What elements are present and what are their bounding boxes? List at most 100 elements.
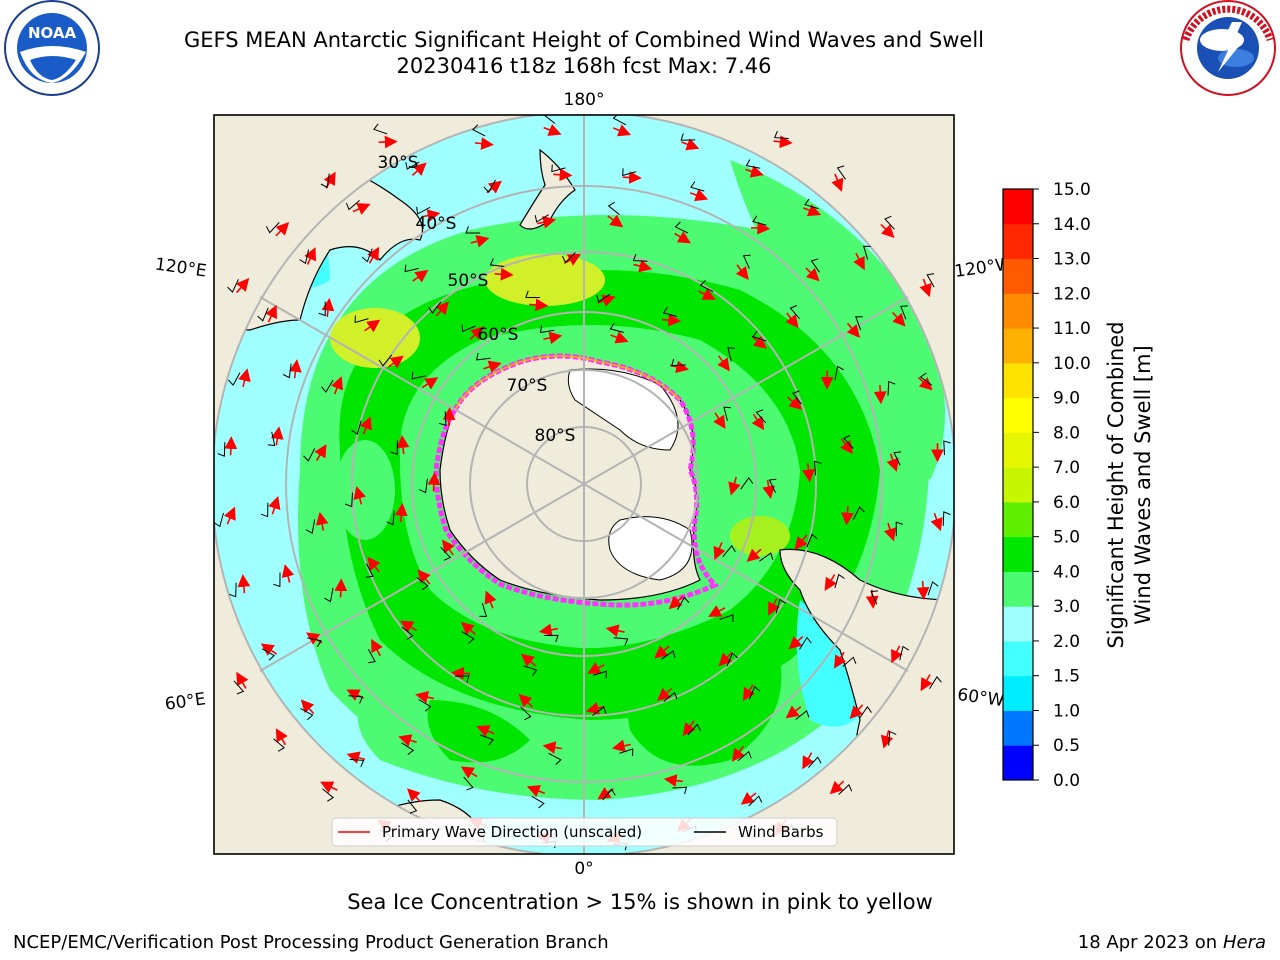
wave-arrow bbox=[731, 745, 745, 762]
wave-arrow bbox=[891, 311, 906, 327]
wind-barb bbox=[390, 440, 398, 456]
wind-barb bbox=[345, 200, 360, 211]
colorbar-tick-label: 11.0 bbox=[1053, 319, 1091, 339]
wave-arrow bbox=[751, 221, 771, 235]
wave-arrow bbox=[713, 542, 726, 561]
credit-right: 18 Apr 2023 on Hera bbox=[1078, 932, 1266, 953]
wind-barb bbox=[808, 756, 822, 768]
lat-label-80s: 80°S bbox=[535, 426, 576, 446]
wind-barb bbox=[300, 707, 314, 721]
wind-barb bbox=[592, 706, 607, 716]
sea-ice-note: Sea Ice Concentration > 15% is shown in … bbox=[347, 890, 933, 914]
wave-arrow bbox=[751, 335, 767, 349]
wave-arrow bbox=[883, 522, 897, 542]
wind-barb bbox=[607, 201, 620, 216]
wind-barb bbox=[282, 363, 292, 379]
wind-barb bbox=[888, 730, 897, 746]
credit-left: NCEP/EMC/Verification Post Processing Pr… bbox=[13, 932, 609, 953]
wave-arrow bbox=[663, 774, 683, 787]
wind-barb bbox=[789, 305, 800, 320]
wave-arrow bbox=[289, 359, 302, 379]
wind-barb bbox=[926, 273, 935, 288]
wind-barb bbox=[768, 478, 777, 493]
wave-arrow bbox=[788, 635, 804, 650]
wave-arrow bbox=[610, 331, 629, 344]
wind-barb bbox=[687, 723, 702, 736]
wave-arrow bbox=[794, 534, 808, 550]
wind-barb bbox=[740, 477, 754, 490]
wind-barb bbox=[273, 738, 285, 752]
wind-barb bbox=[674, 221, 689, 234]
wave-arrow bbox=[768, 598, 780, 616]
wave-arrow bbox=[622, 171, 642, 184]
wave-arrow bbox=[886, 453, 899, 472]
credit-date: 18 Apr 2023 on bbox=[1077, 932, 1218, 953]
wave-arrow bbox=[740, 791, 757, 805]
wind-barb bbox=[680, 133, 696, 141]
wave-arrow bbox=[919, 278, 932, 298]
wave-arrow bbox=[805, 267, 820, 282]
wave-arrow bbox=[483, 360, 502, 373]
colorbar-segment bbox=[1003, 571, 1033, 607]
wave-arrow bbox=[735, 264, 749, 281]
wind-barb bbox=[677, 596, 690, 610]
wind-barb bbox=[401, 626, 414, 640]
wave-direction-vectors bbox=[214, 115, 951, 851]
wind-barb bbox=[927, 581, 939, 596]
wave-arrow bbox=[367, 246, 380, 264]
wind-barb bbox=[273, 572, 281, 588]
wave-arrow bbox=[460, 621, 476, 636]
noaa-logo-text: NOAA bbox=[28, 24, 77, 42]
wave-arrow bbox=[469, 326, 484, 341]
wind-barb bbox=[887, 380, 896, 396]
lat-label-50s: 50°S bbox=[448, 271, 489, 291]
wind-barb bbox=[523, 665, 538, 676]
wind-barb bbox=[471, 124, 486, 137]
wind-barb bbox=[365, 563, 374, 578]
wave-arrow bbox=[718, 651, 733, 667]
wave-arrow bbox=[387, 355, 404, 369]
wind-barb bbox=[543, 634, 559, 643]
wave-arrow bbox=[607, 214, 624, 228]
lat-label-30s: 30°S bbox=[378, 153, 419, 173]
wave-arrow bbox=[237, 574, 251, 594]
wind-barb bbox=[858, 706, 872, 719]
wind-barb bbox=[596, 293, 611, 303]
wind-barb bbox=[838, 784, 853, 795]
wind-barb bbox=[214, 512, 224, 528]
map-legend: Primary Wave Direction (unscaled) Wind B… bbox=[331, 817, 838, 847]
wave-arrow bbox=[717, 355, 730, 372]
colorbar-segment bbox=[1003, 640, 1033, 677]
wind-barb bbox=[407, 799, 418, 814]
wind-barb bbox=[742, 254, 751, 269]
wind-barb bbox=[836, 165, 847, 180]
wave-arrow bbox=[833, 651, 847, 669]
wave-arrow bbox=[849, 704, 864, 719]
wind-barb bbox=[461, 631, 475, 644]
wave-arrow bbox=[315, 511, 329, 531]
wave-arrow bbox=[605, 624, 625, 637]
wind-barb bbox=[354, 315, 369, 324]
wave-arrow bbox=[484, 590, 497, 609]
wind-barb bbox=[440, 546, 452, 561]
wind-barb bbox=[361, 248, 373, 263]
wind-barb bbox=[842, 435, 854, 449]
wave-arrow bbox=[460, 766, 478, 779]
wind-barb bbox=[804, 198, 819, 210]
wave-arrow bbox=[920, 674, 933, 692]
wind-barb bbox=[592, 670, 607, 679]
wind-barb bbox=[752, 215, 767, 226]
wind-barb bbox=[943, 440, 951, 456]
colorbar-title-line1: Significant Height of Combined bbox=[1104, 321, 1128, 648]
wind-barb bbox=[416, 577, 429, 591]
wave-arrow bbox=[415, 690, 435, 704]
wave-arrow bbox=[698, 288, 716, 300]
wave-arrow bbox=[421, 209, 441, 222]
wind-barb bbox=[401, 742, 415, 755]
map-border bbox=[213, 114, 955, 855]
wave-arrow bbox=[708, 605, 726, 617]
wind-barb bbox=[463, 776, 474, 791]
wave-arrow bbox=[873, 385, 887, 405]
wave-arrow bbox=[224, 436, 238, 456]
wave-arrow bbox=[353, 485, 366, 505]
